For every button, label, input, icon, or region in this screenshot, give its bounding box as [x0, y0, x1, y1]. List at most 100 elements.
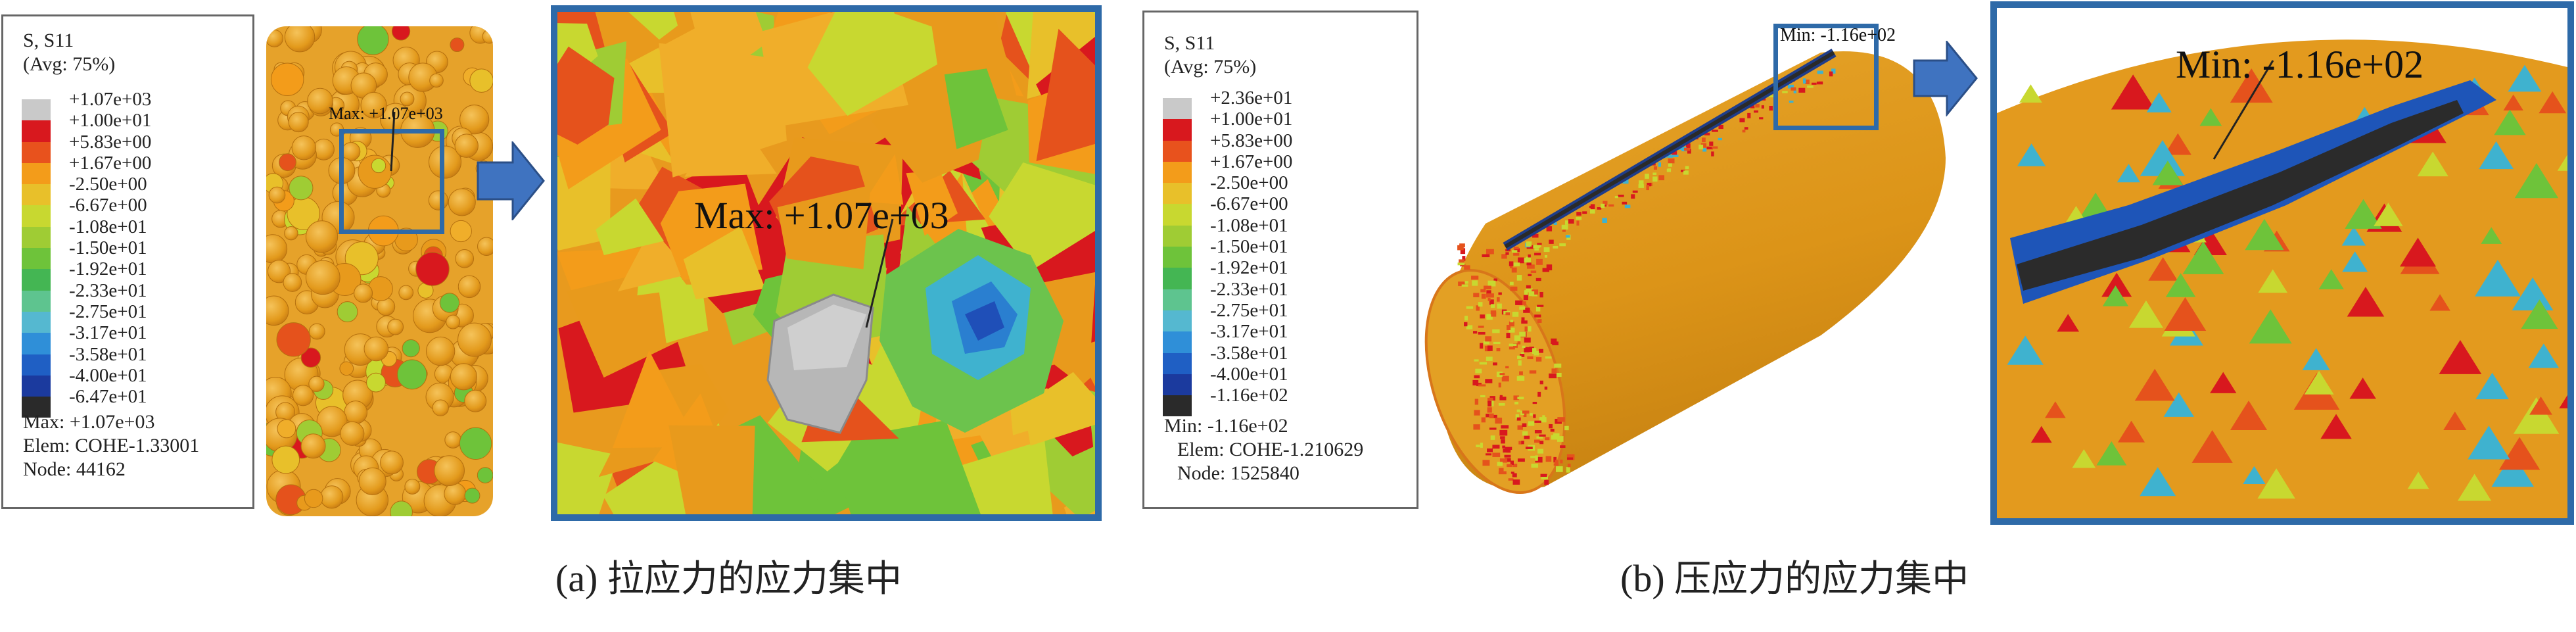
particle-grain [400, 91, 415, 107]
stress-speckle [1534, 420, 1541, 423]
particle-grain [366, 372, 386, 393]
stress-speckle [1817, 70, 1823, 74]
mesh-triangle [2479, 141, 2514, 170]
stress-speckle [1739, 118, 1745, 123]
mesh-facet [777, 185, 871, 270]
stress-speckle [1567, 457, 1574, 460]
zoom-max-annotation: Max: +1.07e+03 [694, 194, 949, 237]
stress-speckle [1478, 331, 1486, 335]
legend-swatch [22, 248, 51, 270]
legend-swatch [1163, 225, 1192, 247]
stress-speckle [1787, 84, 1794, 89]
stress-speckle [1490, 304, 1495, 308]
particle-grain [279, 153, 296, 172]
mesh-triangle [2557, 155, 2567, 171]
legend-value-label: -2.50e+00 [69, 174, 147, 195]
stress-speckle [1807, 85, 1814, 88]
stress-speckle [1624, 205, 1631, 208]
stress-speckle [1559, 243, 1566, 247]
mesh-triangle [2513, 397, 2560, 434]
particle-grain [455, 249, 475, 268]
particle-grain [448, 188, 476, 216]
stress-speckle [1476, 305, 1480, 311]
stress-speckle [1711, 151, 1714, 157]
stress-speckle [1528, 326, 1532, 332]
stress-speckle [1566, 454, 1575, 460]
stress-speckle [1536, 436, 1543, 439]
stress-speckle [1582, 211, 1587, 214]
particle-grain [288, 112, 309, 133]
stress-speckle [1522, 410, 1530, 414]
stress-speckle [1501, 254, 1507, 259]
stress-speckle [1566, 467, 1570, 473]
stress-speckle [1555, 466, 1563, 472]
particle-grain [477, 237, 493, 256]
stress-speckle [1499, 373, 1505, 376]
particle-grain [477, 467, 493, 483]
mesh-triangle [2475, 372, 2509, 400]
stress-speckle [1528, 254, 1531, 258]
stress-speckle [1521, 317, 1525, 321]
stress-speckle [1489, 427, 1497, 430]
mesh-triangle [2257, 468, 2295, 499]
stress-speckle [1761, 105, 1764, 109]
legend-swatch [1163, 247, 1192, 268]
legend-value-label: +1.00e+01 [1210, 109, 1293, 130]
stress-speckle [1597, 207, 1602, 210]
particle-grain [284, 226, 298, 241]
stress-speckle [1483, 341, 1489, 345]
legend-value-label: +5.83e+00 [1210, 130, 1293, 151]
particle-grain [316, 406, 348, 437]
stress-speckle [1565, 235, 1570, 238]
mesh-facet [658, 283, 709, 343]
stress-speckle [1747, 112, 1751, 118]
legend-subtitle: (Avg: 75%) [1164, 56, 1257, 78]
stress-speckle [1509, 261, 1514, 266]
stress-speckle [1509, 343, 1517, 346]
stress-speckle [1486, 314, 1493, 320]
stress-speckle [1544, 255, 1548, 258]
legend-value-label: +1.67e+00 [69, 152, 152, 174]
zoom-region-marker [1773, 24, 1879, 130]
stress-speckle [1518, 441, 1522, 445]
stress-speckle [1490, 401, 1494, 406]
particle-grain [434, 455, 465, 486]
stress-speckle [1536, 258, 1543, 265]
stress-speckle [1522, 345, 1526, 349]
legend-element-id: Elem: COHE-1.210629 [1177, 439, 1364, 460]
legend-value-label: -1.92e+01 [69, 258, 147, 280]
mesh-facet [989, 162, 1095, 272]
stress-speckle [1513, 395, 1520, 401]
stress-speckle [1767, 95, 1773, 97]
stress-speckle [1539, 434, 1546, 437]
stress-speckle [1545, 356, 1552, 359]
legend-node-id: Node: 1525840 [1177, 462, 1300, 484]
stress-speckle [1576, 220, 1580, 226]
legend-swatch [22, 205, 51, 227]
stress-speckle [1516, 275, 1522, 281]
stress-speckle [1478, 326, 1484, 328]
stress-speckle [1557, 436, 1564, 442]
mesh-triangle [2498, 437, 2541, 470]
stress-speckle [1511, 250, 1518, 253]
mesh-triangle [2514, 163, 2559, 199]
stress-speckle [1484, 285, 1491, 290]
stress-speckle [1535, 306, 1541, 312]
stress-speckle [1687, 149, 1691, 154]
stress-speckle [1528, 274, 1532, 277]
particle-grain [363, 336, 389, 362]
mesh-triangle [2072, 449, 2096, 468]
stress-speckle [1618, 195, 1624, 197]
stress-speckle [1527, 356, 1534, 360]
particle-grain [300, 347, 321, 368]
stress-speckle [1509, 321, 1514, 327]
stress-speckle [1589, 209, 1595, 214]
stress-speckle [1516, 376, 1525, 381]
stress-speckle [1481, 417, 1486, 423]
particle-grain [270, 62, 304, 96]
stress-speckle [1489, 299, 1494, 305]
legend-value-label: -6.67e+00 [1210, 193, 1288, 215]
mesh-triangle [2443, 411, 2467, 430]
stress-speckle [1480, 443, 1483, 448]
stress-speckle [1537, 391, 1541, 397]
